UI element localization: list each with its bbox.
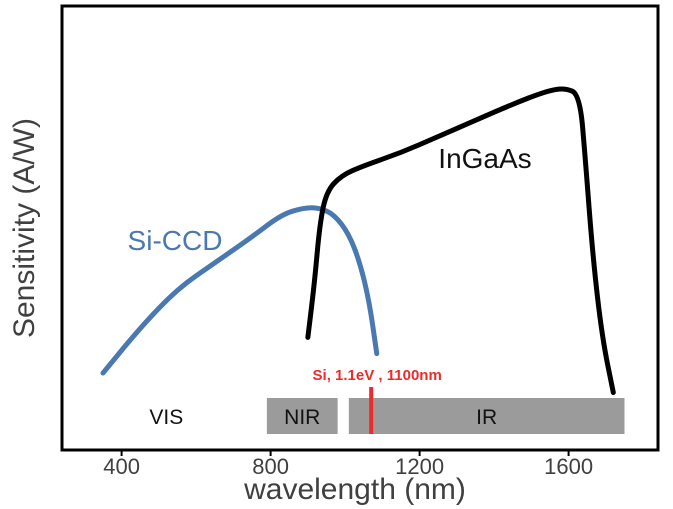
series-line-ingaas [305, 86, 616, 395]
x-tick-label: 1200 [395, 454, 444, 479]
x-tick-label: 800 [252, 454, 289, 479]
band-label-nir: NIR [284, 406, 320, 429]
band-nir [266, 398, 338, 434]
y-axis-label: Sensitivity (A/W) [8, 118, 41, 338]
x-tick-label: 1600 [544, 454, 593, 479]
band-label-ir: IR [476, 406, 497, 429]
series-line-si-ccd [100, 205, 380, 376]
series-label-ingaas: InGaAs [438, 143, 531, 174]
series-label-si-ccd: Si-CCD [128, 225, 223, 256]
plot-frame [60, 4, 660, 452]
band-label-vis: VIS [149, 406, 183, 429]
x-tick-label: 400 [103, 454, 140, 479]
band-ir [348, 398, 625, 434]
x-axis-label: wavelength (nm) [243, 473, 466, 506]
si-cutoff-annotation: Si, 1.1eV , 1100nm [313, 367, 442, 384]
